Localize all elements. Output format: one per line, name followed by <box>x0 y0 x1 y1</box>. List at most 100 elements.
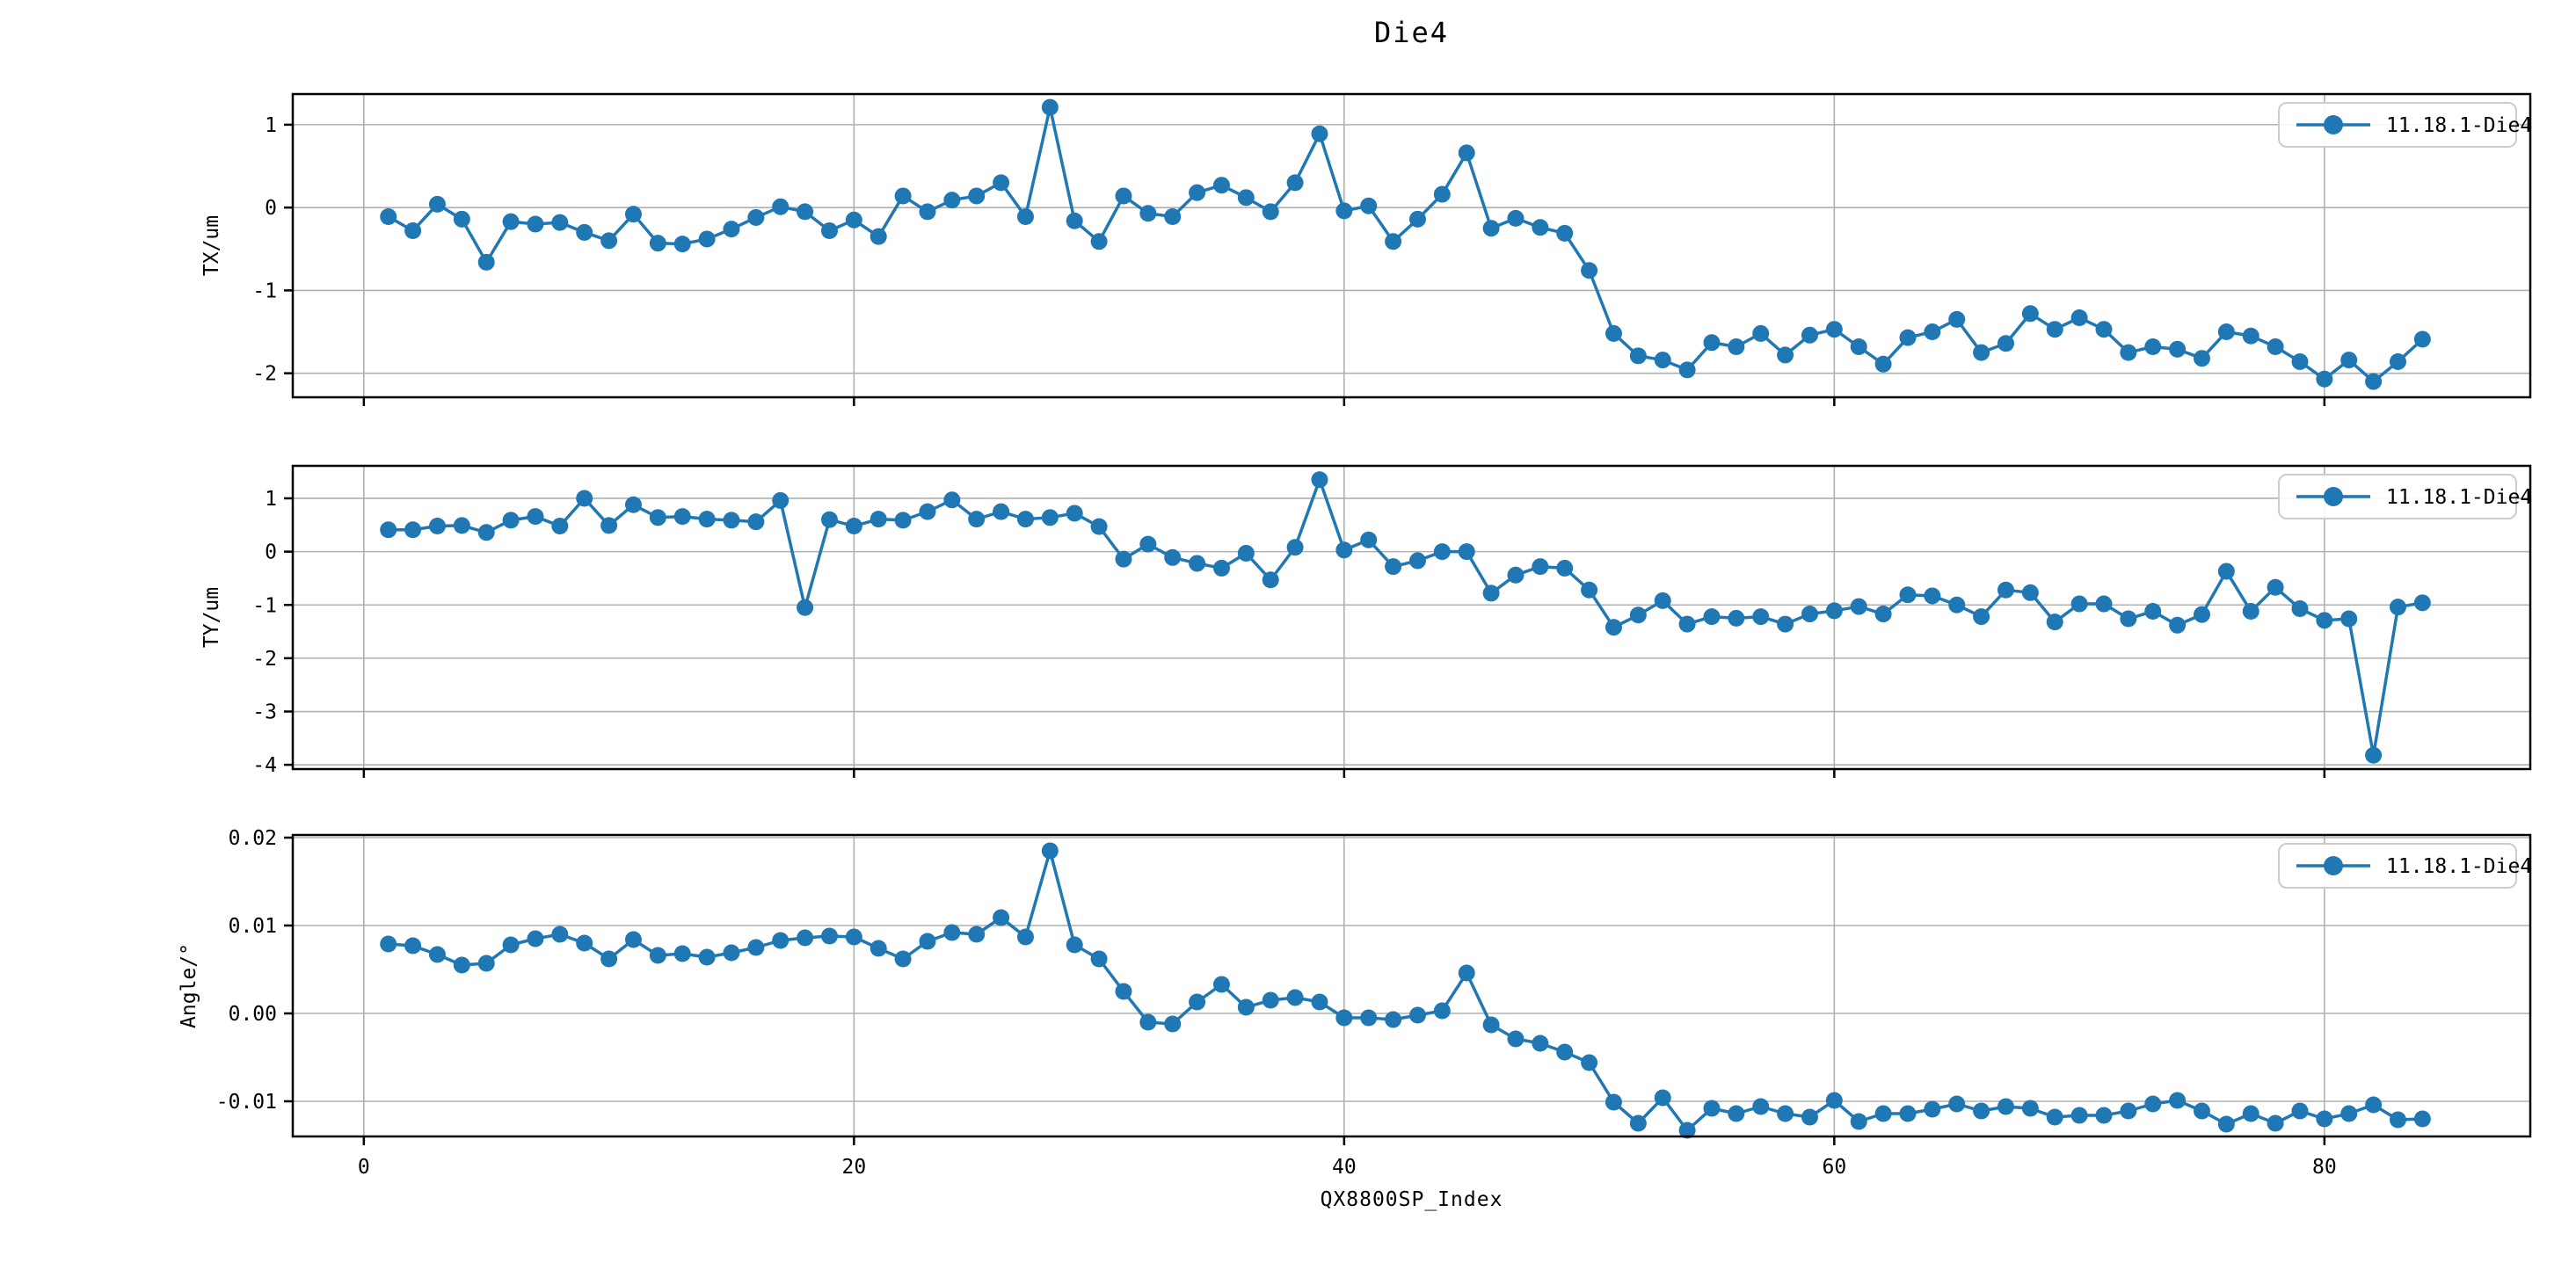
legend-marker <box>2324 856 2343 875</box>
data-point <box>2120 610 2137 628</box>
data-point <box>820 511 838 528</box>
data-point <box>1752 324 1770 342</box>
data-point <box>723 512 740 529</box>
data-point <box>2267 1114 2284 1132</box>
data-point <box>1212 177 1230 194</box>
data-point <box>1115 187 1132 205</box>
data-point <box>1629 1114 1647 1132</box>
data-point <box>2389 352 2406 370</box>
data-point <box>2389 1111 2406 1129</box>
data-point <box>1164 548 1182 566</box>
data-point <box>919 203 936 221</box>
data-point <box>1482 584 1500 602</box>
data-point <box>772 491 790 509</box>
data-point <box>1777 615 1794 633</box>
data-point <box>2365 1096 2383 1114</box>
data-point <box>993 174 1010 192</box>
data-point <box>2095 595 2113 613</box>
data-point <box>943 192 961 209</box>
data-points <box>380 471 2431 764</box>
data-point <box>1850 338 1867 355</box>
data-point <box>1899 329 1917 346</box>
data-point <box>1825 602 1843 620</box>
data-point <box>698 948 716 966</box>
axes-frame <box>291 464 2532 771</box>
data-point <box>1532 219 1549 236</box>
data-point <box>1212 559 1230 577</box>
data-point <box>1189 184 1206 201</box>
data-point <box>1115 983 1132 1000</box>
data-point <box>527 215 544 233</box>
y-axis-title: TY/um <box>200 587 223 648</box>
data-point <box>404 937 422 955</box>
data-point <box>477 955 495 972</box>
data-point <box>1139 535 1157 553</box>
data-point <box>1678 1122 1696 1139</box>
data-point <box>1090 233 1108 250</box>
data-point <box>600 950 618 968</box>
data-point <box>1752 608 1770 626</box>
data-point <box>845 928 862 946</box>
data-point <box>624 931 642 948</box>
data-point <box>1311 993 1328 1011</box>
data-point <box>2046 321 2063 338</box>
data-point <box>673 236 691 253</box>
data-point <box>1090 518 1108 535</box>
data-point <box>649 509 666 526</box>
data-point <box>2242 1105 2259 1122</box>
data-point <box>747 513 765 531</box>
data-point <box>1408 1006 1426 1024</box>
legend: 11.18.1-Die4 <box>2278 102 2532 148</box>
data-point <box>2144 1095 2162 1113</box>
data-point <box>772 198 790 215</box>
data-point <box>919 503 936 520</box>
data-point <box>1139 1013 1157 1031</box>
data-point <box>1850 598 1867 615</box>
data-point <box>1899 1105 1917 1122</box>
data-point <box>2070 1107 2088 1124</box>
data-point <box>2144 603 2162 621</box>
data-point <box>1385 1011 1402 1028</box>
data-point <box>1433 185 1451 203</box>
data-point <box>1924 323 1941 341</box>
subplot-ty: 1 0 -1 -2 -3 -4 TY/um 11.18.1-Die4 <box>200 464 2532 778</box>
data-point <box>2217 1115 2235 1133</box>
data-point <box>1507 566 1524 584</box>
data-point <box>673 508 691 526</box>
y-tick-label: 1 <box>265 114 277 137</box>
data-point <box>428 195 446 213</box>
data-point <box>2046 1108 2063 1126</box>
data-point <box>1678 361 1696 379</box>
data-point <box>1360 197 1378 214</box>
data-point <box>1973 1102 1990 1120</box>
data-point <box>1066 936 1083 954</box>
data-point <box>1385 558 1402 576</box>
data-point <box>1581 1054 1598 1071</box>
legend: 11.18.1-Die4 <box>2278 474 2532 519</box>
data-point <box>2316 370 2333 388</box>
data-points <box>380 842 2431 1139</box>
data-point <box>1997 1098 2014 1115</box>
data-point <box>1311 125 1328 142</box>
data-point <box>1825 1092 1843 1109</box>
data-point <box>1532 558 1549 576</box>
data-point <box>1139 205 1157 222</box>
data-point <box>797 203 814 221</box>
data-point <box>698 511 716 528</box>
data-point <box>1385 233 1402 250</box>
data-point <box>380 208 397 226</box>
data-point <box>968 187 986 205</box>
data-point <box>1041 98 1059 116</box>
data-point <box>1948 596 1966 613</box>
data-point <box>1115 550 1132 568</box>
data-point <box>1458 964 1475 982</box>
data-point <box>2340 610 2358 628</box>
data-point <box>1801 1108 1818 1126</box>
data-point <box>1164 208 1182 226</box>
y-tick-label: -1 <box>252 594 277 617</box>
data-point <box>1801 606 1818 623</box>
y-axis-title: TX/um <box>200 215 223 276</box>
data-point <box>968 511 986 528</box>
data-point <box>2193 606 2210 623</box>
data-point <box>404 521 422 539</box>
